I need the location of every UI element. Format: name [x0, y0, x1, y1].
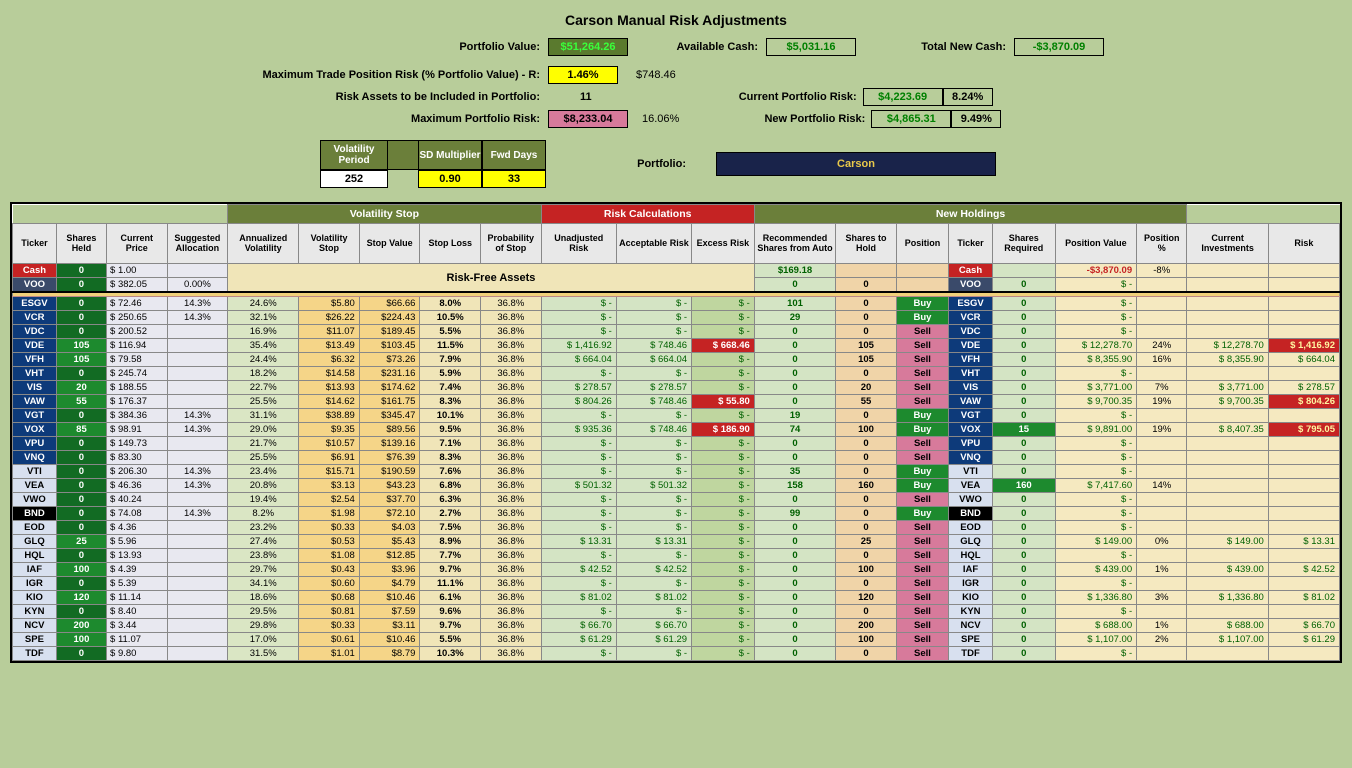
max-port-risk-pct: 16.06% [642, 113, 679, 125]
sd-mult-input[interactable]: 0.90 [418, 170, 482, 188]
portfolio-name[interactable]: Carson [716, 152, 996, 176]
group-new-holdings: New Holdings [754, 205, 1187, 224]
cur-port-risk-pct: 8.24% [943, 88, 993, 106]
portfolio-value: $51,264.26 [548, 38, 628, 56]
risk-assets-count: 11 [580, 91, 592, 103]
table-row: VHT0$ 245.7418.2%$14.58$231.165.9%36.8%$… [13, 366, 1340, 380]
risk-assets-label: Risk Assets to be Included in Portfolio: [10, 91, 540, 103]
table-row: TDF0$ 9.8031.5%$1.01$8.7910.3%36.8%$ -$ … [13, 646, 1340, 660]
holdings-table: Volatility Stop Risk Calculations New Ho… [12, 204, 1340, 661]
table-row: HQL0$ 13.9323.8%$1.08$12.857.7%36.8%$ -$… [13, 548, 1340, 562]
page-title: Carson Manual Risk Adjustments [10, 12, 1342, 28]
total-new-cash: -$3,870.09 [1014, 38, 1104, 56]
max-trade-label: Maximum Trade Position Risk (% Portfolio… [10, 69, 540, 81]
table-row: VCR0$ 250.6514.3%32.1%$26.22$224.4310.5%… [13, 310, 1340, 324]
table-row: NCV200$ 3.4429.8%$0.33$3.119.7%36.8%$ 66… [13, 618, 1340, 632]
table-row: VFH105$ 79.5824.4%$6.32$73.267.9%36.8%$ … [13, 352, 1340, 366]
sd-mult-label: SD Multiplier [418, 140, 482, 170]
table-row: VDC0$ 200.5216.9%$11.07$189.455.5%36.8%$… [13, 324, 1340, 338]
table-row: VIS20$ 188.5522.7%$13.93$174.627.4%36.8%… [13, 380, 1340, 394]
header-summary: Portfolio Value: $51,264.26 Available Ca… [10, 38, 1342, 188]
cash-row: Cash 0 $ 1.00 Risk-Free Assets $169.18 C… [13, 264, 1340, 278]
table-row: VNQ0$ 83.3025.5%$6.91$76.398.3%36.8%$ -$… [13, 450, 1340, 464]
table-row: VTI0$ 206.3014.3%23.4%$15.71$190.597.6%3… [13, 464, 1340, 478]
max-port-risk-amt: $8,233.04 [548, 110, 628, 128]
table-row: IAF100$ 4.3929.7%$0.43$3.969.7%36.8%$ 42… [13, 562, 1340, 576]
fwd-days-label: Fwd Days [482, 140, 546, 170]
available-cash: $5,031.16 [766, 38, 856, 56]
table-row: VDE105$ 116.9435.4%$13.49$103.4511.5%36.… [13, 338, 1340, 352]
table-row: KYN0$ 8.4029.5%$0.81$7.599.6%36.8%$ -$ -… [13, 604, 1340, 618]
new-port-risk-label: New Portfolio Risk: [679, 113, 865, 125]
cur-port-risk-amt: $4,223.69 [863, 88, 943, 106]
group-volatility: Volatility Stop [228, 205, 541, 224]
total-new-cash-label: Total New Cash: [856, 41, 1006, 53]
table-row: SPE100$ 11.0717.0%$0.61$10.465.5%36.8%$ … [13, 632, 1340, 646]
table-row: BND0$ 74.0814.3%8.2%$1.98$72.102.7%36.8%… [13, 506, 1340, 520]
risk-free-assets-label: Risk-Free Assets [228, 264, 755, 293]
table-row: IGR0$ 5.3934.1%$0.60$4.7911.1%36.8%$ -$ … [13, 576, 1340, 590]
group-risk: Risk Calculations [541, 205, 754, 224]
table-row: KIO120$ 11.1418.6%$0.68$10.466.1%36.8%$ … [13, 590, 1340, 604]
table-row: EOD0$ 4.3623.2%$0.33$4.037.5%36.8%$ -$ -… [13, 520, 1340, 534]
table-row: VPU0$ 149.7321.7%$10.57$139.167.1%36.8%$… [13, 436, 1340, 450]
column-headers: TickerShares HeldCurrent PriceSuggested … [13, 224, 1340, 264]
fwd-days-input[interactable]: 33 [482, 170, 546, 188]
vol-period-label: Volatility Period [320, 140, 388, 170]
max-port-risk-label: Maximum Portfolio Risk: [10, 113, 540, 125]
table-row: VEA0$ 46.3614.3%20.8%$3.13$43.236.8%36.8… [13, 478, 1340, 492]
vol-period-input[interactable]: 252 [320, 170, 388, 188]
table-row: ESGV0$ 72.4614.3%24.6%$5.80$66.668.0%36.… [13, 296, 1340, 310]
table-row: VGT0$ 384.3614.3%31.1%$38.89$345.4710.1%… [13, 408, 1340, 422]
new-port-risk-amt: $4,865.31 [871, 110, 951, 128]
max-trade-amt: $748.46 [636, 69, 676, 81]
table-row: VWO0$ 40.2419.4%$2.54$37.706.3%36.8%$ -$… [13, 492, 1340, 506]
table-row: VOX85$ 98.9114.3%29.0%$9.35$89.569.5%36.… [13, 422, 1340, 436]
cur-port-risk-label: Current Portfolio Risk: [592, 91, 857, 103]
table-row: VAW55$ 176.3725.5%$14.62$161.758.3%36.8%… [13, 394, 1340, 408]
new-port-risk-pct: 9.49% [951, 110, 1001, 128]
available-cash-label: Available Cash: [628, 41, 758, 53]
portfolio-label: Portfolio: [546, 158, 686, 170]
max-trade-pct[interactable]: 1.46% [548, 66, 618, 84]
table-row: GLQ25$ 5.9627.4%$0.53$5.438.9%36.8%$ 13.… [13, 534, 1340, 548]
portfolio-value-label: Portfolio Value: [10, 41, 540, 53]
